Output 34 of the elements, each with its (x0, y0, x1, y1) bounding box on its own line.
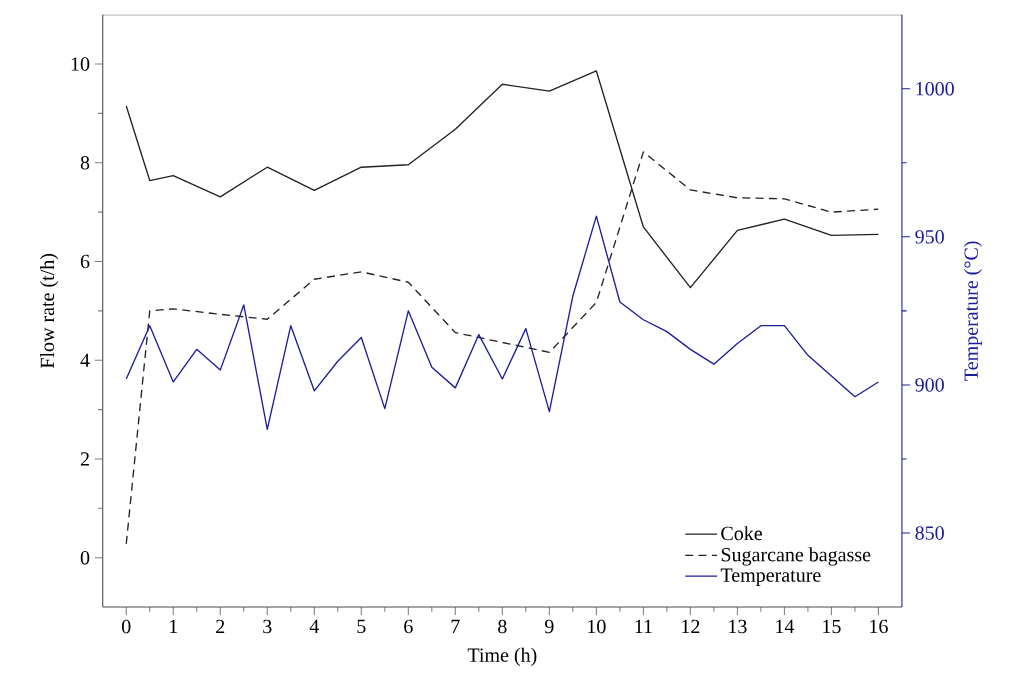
x-tick-label: 13 (729, 619, 747, 633)
x-tick-label: 10 (588, 619, 606, 634)
y-tick-label: 10 (71, 57, 90, 71)
y-tick-label: 8 (80, 155, 90, 170)
x-tick-label: 5 (357, 619, 366, 633)
y-tick-label: 6 (80, 254, 90, 268)
x-tick-label: 8 (498, 619, 507, 634)
y2-tick-label: 1000 (916, 81, 954, 96)
legend-label: Temperature (720, 568, 821, 586)
x-tick-label: 14 (776, 619, 795, 633)
legend-label: Sugarcane bagasse (721, 547, 871, 566)
y2-tick-label: 850 (915, 526, 944, 540)
x-tick-label: 15 (823, 619, 841, 633)
y2-axis-title: Temperature (°C) (963, 241, 982, 381)
legend-label: Coke (721, 525, 762, 540)
x-tick-label: 3 (263, 619, 272, 633)
x-tick-label: 6 (404, 619, 413, 633)
x-tick-label: 2 (216, 619, 225, 633)
x-tick-label: 7 (451, 619, 460, 633)
x-tick-label: 4 (309, 619, 319, 633)
x-tick-label: 11 (635, 619, 652, 633)
line-series (125, 215, 880, 430)
x-tick-label: 0 (122, 619, 131, 634)
y-tick-label: 2 (80, 452, 89, 466)
y2-tick-label: 900 (915, 377, 944, 392)
x-tick-label: 1 (170, 619, 178, 633)
x-tick-label: 16 (870, 619, 888, 633)
x-axis-title: Time (h) (467, 647, 537, 666)
y-tick-label: 0 (80, 550, 90, 565)
x-tick-label: 9 (544, 619, 554, 633)
y2-tick-label: 950 (915, 229, 944, 244)
x-tick-label: 12 (682, 619, 700, 633)
y-axis-title: Flow rate (t/h) (40, 253, 59, 368)
y-tick-label: 4 (80, 353, 90, 367)
